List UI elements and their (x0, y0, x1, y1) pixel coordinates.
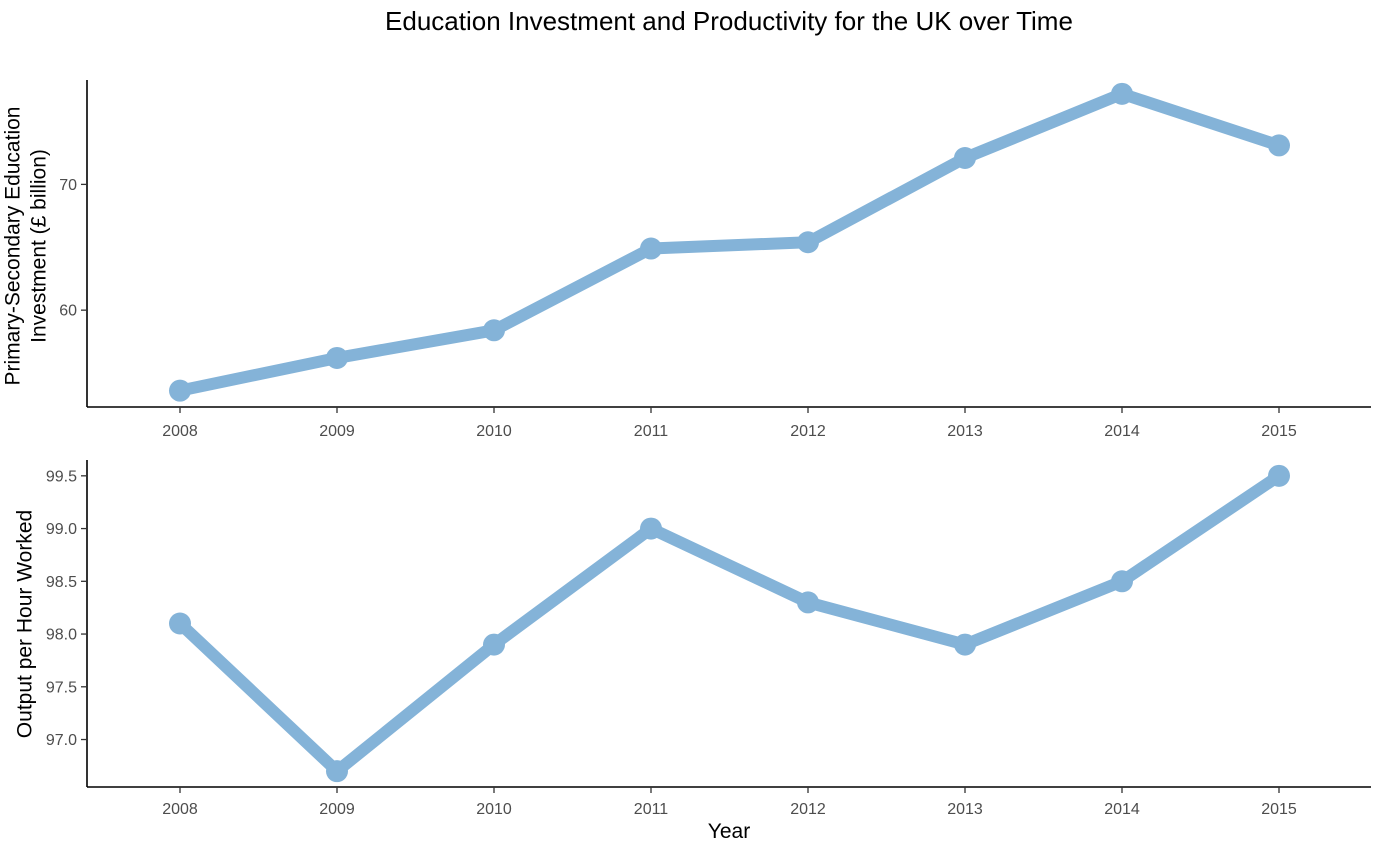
x-tick-label: 2014 (1104, 423, 1140, 440)
data-point (640, 237, 662, 260)
y-tick-label: 98.5 (46, 574, 77, 591)
y-tick-label: 98.0 (46, 627, 77, 644)
data-point (640, 517, 662, 540)
y-axis-title: Primary-Secondary Education (2, 107, 25, 386)
data-point (1111, 570, 1133, 593)
series-line (174, 469, 1285, 778)
x-tick-label: 2010 (476, 423, 512, 440)
x-tick-label: 2013 (947, 423, 983, 440)
data-point (797, 591, 819, 614)
data-point (797, 231, 819, 254)
x-tick-label: 2014 (1104, 801, 1140, 818)
productivity-panel: 97.0 97.5 98.0 98.5 99.0 99.5 2008 2009 2010 2011… (14, 460, 1371, 843)
x-axis-title: Year (708, 820, 750, 843)
data-point (169, 612, 191, 635)
x-tick-label: 2010 (476, 801, 512, 818)
x-tick-label: 2011 (634, 423, 669, 440)
data-point (483, 633, 505, 656)
x-tick-label: 2009 (319, 423, 355, 440)
data-point (169, 379, 191, 402)
data-point (1268, 464, 1290, 487)
y-tick-label: 97.0 (46, 732, 77, 749)
x-tick-label: 2015 (1261, 801, 1297, 818)
data-point (1111, 82, 1133, 105)
y-axis-title: Output per Hour Worked (14, 510, 37, 738)
data-point (954, 146, 976, 169)
y-tick-label: 60 (59, 303, 77, 320)
y-tick-label: 70 (59, 177, 77, 194)
data-point (326, 346, 348, 369)
chart-title: Education Investment and Productivity fo… (385, 6, 1073, 36)
x-tick-label: 2009 (319, 801, 355, 818)
x-tick-label: 2012 (790, 801, 826, 818)
x-tick-label: 2013 (947, 801, 983, 818)
y-tick-label: 99.5 (46, 468, 77, 485)
y-tick-label: 97.5 (46, 679, 77, 696)
x-tick-label: 2008 (162, 801, 198, 818)
data-point (483, 319, 505, 342)
x-tick-label: 2008 (162, 423, 198, 440)
series-line (174, 87, 1285, 397)
data-point (954, 633, 976, 656)
x-tick-label: 2015 (1261, 423, 1297, 440)
y-axis-title: Investment (£ billion) (28, 149, 51, 343)
data-point (326, 760, 348, 783)
x-tick-label: 2011 (634, 801, 669, 818)
data-point (1268, 134, 1290, 157)
x-tick-label: 2012 (790, 423, 826, 440)
investment-panel: 60 70 2008 2009 2010 2011 2012 2013 2014 2015 Prim… (2, 80, 1371, 440)
y-tick-label: 99.0 (46, 521, 77, 538)
